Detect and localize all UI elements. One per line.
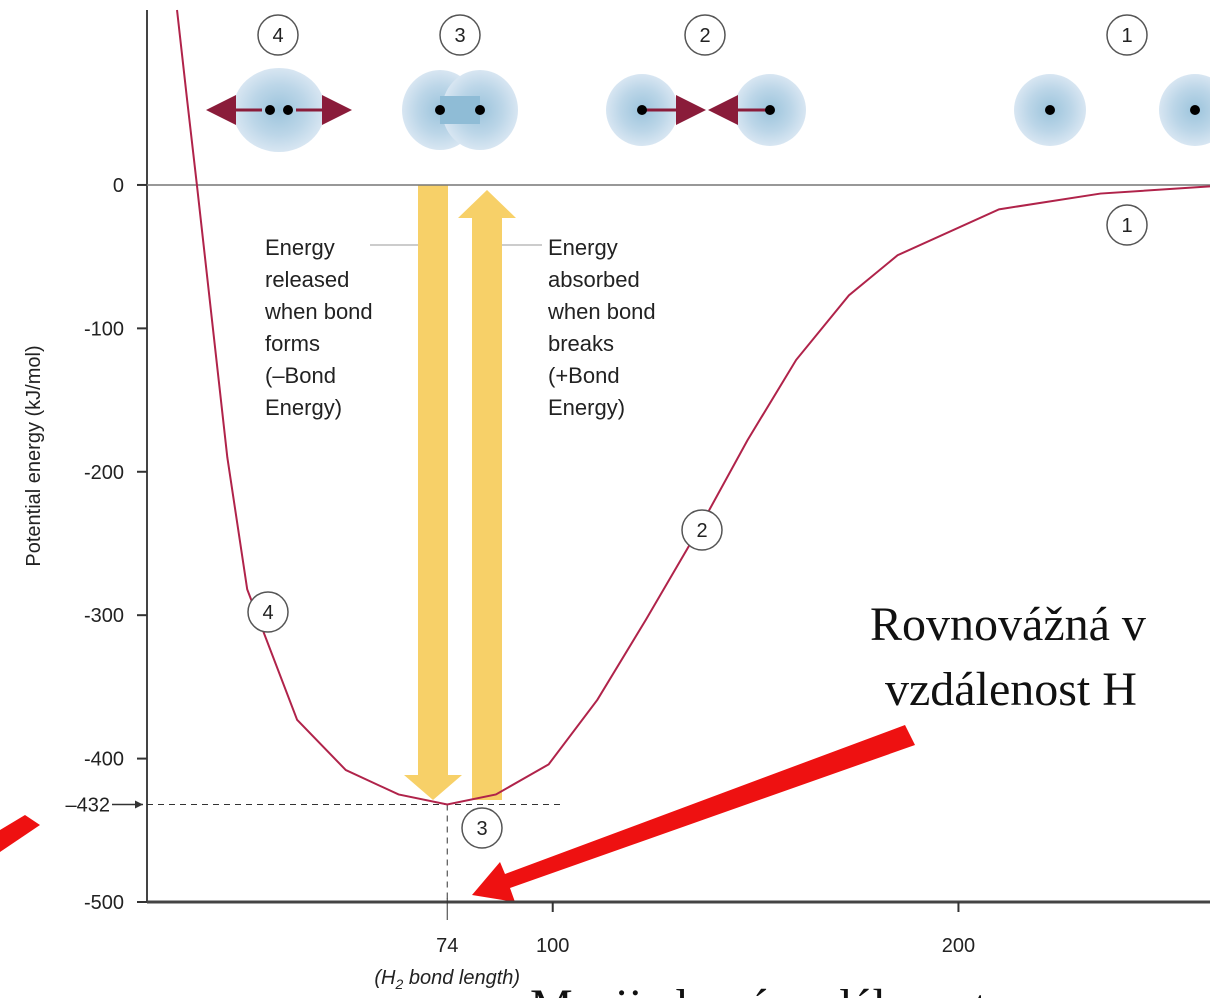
x-tick-label: 200 xyxy=(942,935,975,957)
y-axis-label: Potential energy (kJ/mol) xyxy=(23,345,45,566)
stage-label: 4 xyxy=(262,602,273,624)
x-note: (H2 bond length) xyxy=(374,967,520,992)
x-tick-label: 74 xyxy=(436,935,458,957)
stage-circle xyxy=(1106,204,1148,246)
stage-circle xyxy=(681,509,723,551)
released-text: when bond xyxy=(264,299,373,324)
stage-circle xyxy=(461,807,503,849)
released-text: (–Bond xyxy=(265,363,336,388)
y-tick-label: -400 xyxy=(84,749,124,771)
absorbed-text: breaks xyxy=(548,331,614,356)
stage-circle xyxy=(257,14,299,56)
stage-circle xyxy=(684,14,726,56)
absorbed-text: Energy) xyxy=(548,395,625,420)
red-arrows xyxy=(0,725,915,902)
annotation: Rovnovážná v xyxy=(870,598,1146,651)
y-tick-label: –432 xyxy=(66,794,111,816)
bottom-text: Mezijaderná vzdálenost xyxy=(530,980,988,998)
stage-label: 1 xyxy=(1121,25,1132,47)
arrow-head xyxy=(135,800,143,809)
absorbed-text: absorbed xyxy=(548,267,640,292)
y-tick-label: -200 xyxy=(84,462,124,484)
stage-label: 2 xyxy=(699,25,710,47)
x-note-part: (H xyxy=(374,967,396,989)
released-text: Energy) xyxy=(265,395,342,420)
y-tick-label: -100 xyxy=(84,318,124,340)
stage-circle xyxy=(247,591,289,633)
x-note-part: bond length) xyxy=(403,967,520,989)
y-tick-label: -500 xyxy=(84,892,124,914)
y-tick-label: -300 xyxy=(84,605,124,627)
stage-label: 2 xyxy=(696,520,707,542)
x-tick-label: 100 xyxy=(536,935,569,957)
energy-curve xyxy=(176,9,1210,806)
stage-label: 4 xyxy=(272,25,283,47)
released-text: Energy xyxy=(265,235,335,260)
absorbed-text: when bond xyxy=(547,299,656,324)
atoms xyxy=(206,68,1210,152)
absorbed-text: Energy xyxy=(548,235,618,260)
energy-arrows xyxy=(404,185,516,800)
stage-label: 3 xyxy=(476,818,487,840)
stage-circle xyxy=(1106,14,1148,56)
released-text: forms xyxy=(265,331,320,356)
annotation: vzdálenost H xyxy=(885,663,1137,716)
absorbed-text: (+Bond xyxy=(548,363,620,388)
stage-label: 1 xyxy=(1121,215,1132,237)
stage-circle xyxy=(439,14,481,56)
released-text: released xyxy=(265,267,349,292)
y-tick-label: 0 xyxy=(113,175,124,197)
x-note-part: 2 xyxy=(395,976,404,992)
stage-label: 3 xyxy=(454,25,465,47)
